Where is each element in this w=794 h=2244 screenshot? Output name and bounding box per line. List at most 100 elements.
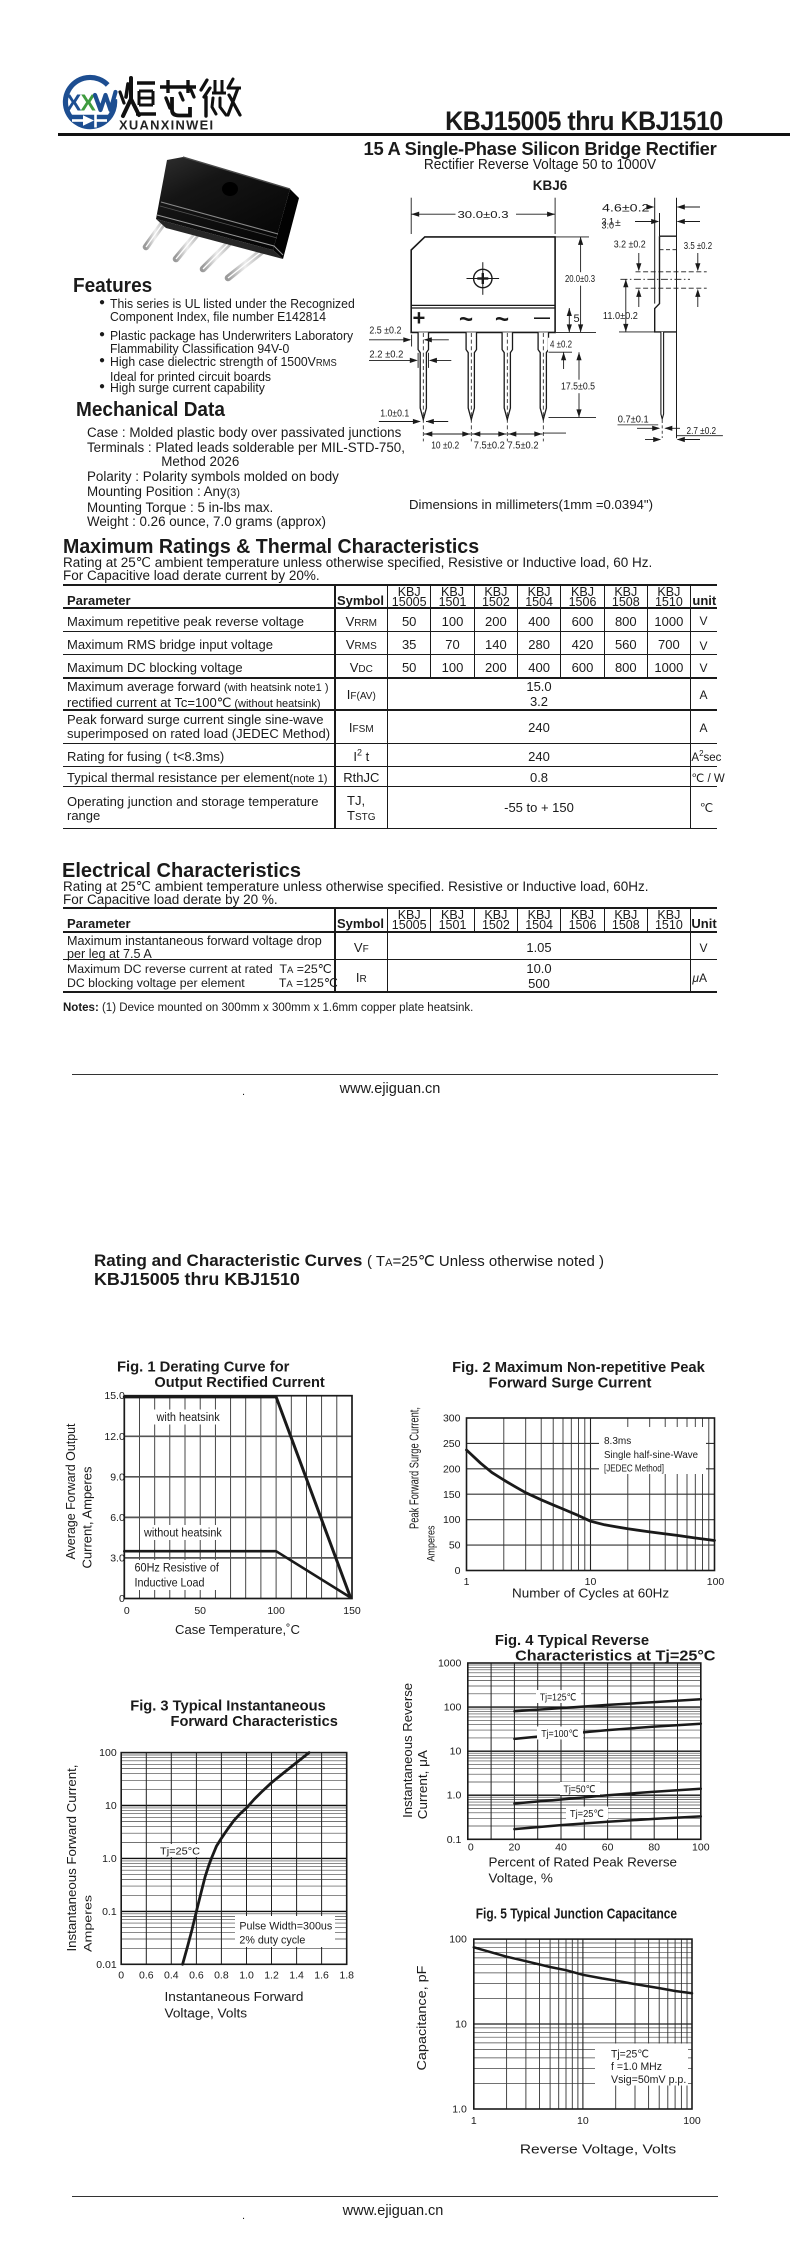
svg-text:7.5±0.2: 7.5±0.2 [474,441,505,452]
svg-text:1.2: 1.2 [264,1969,279,1981]
svg-text:0.1: 0.1 [447,1834,462,1846]
svg-text:3.0: 3.0 [602,221,615,231]
svg-text:0.01: 0.01 [96,1959,117,1971]
svg-text:Voltage, Volts: Voltage, Volts [165,2006,248,2021]
svg-text:10 ±0.2: 10 ±0.2 [431,441,459,452]
svg-text:±: ± [615,217,621,229]
svg-text:150: 150 [443,1489,461,1501]
svg-text:100: 100 [99,1747,117,1759]
svg-text:Tj=125℃: Tj=125℃ [540,1693,576,1704]
svg-text:Tj=25℃: Tj=25℃ [570,1809,604,1820]
svg-text:Tj=100℃: Tj=100℃ [541,1729,578,1740]
svg-text:Current, μA: Current, μA [415,1750,430,1819]
svg-text:10: 10 [577,2115,589,2127]
svg-text:15.0: 15.0 [104,1390,125,1402]
svg-text:100: 100 [449,1934,467,1946]
svg-text:Tj=50℃: Tj=50℃ [564,1785,596,1796]
svg-text:6.0: 6.0 [110,1512,125,1524]
svg-text:without heatsink: without heatsink [143,1528,222,1540]
svg-text:100: 100 [267,1605,285,1617]
svg-text:Forward Characteristics: Forward Characteristics [171,1713,338,1730]
svg-text:Forward Surge Current: Forward Surge Current [489,1375,652,1392]
svg-text:0.8: 0.8 [214,1969,229,1981]
svg-text:Percent of Rated Peak Reverse: Percent of Rated Peak Reverse [489,1855,678,1870]
svg-text:0: 0 [119,1593,125,1605]
svg-text:20.0±0.3: 20.0±0.3 [565,274,595,285]
svg-text:Pulse Width=300us: Pulse Width=300us [239,1921,332,1933]
svg-text:17.5±0.5: 17.5±0.5 [561,382,595,393]
svg-text:4 ±0.2: 4 ±0.2 [550,340,572,351]
svg-text:2.5 ±0.2: 2.5 ±0.2 [369,326,401,337]
svg-text:Vsig=50mV p.p.: Vsig=50mV p.p. [611,2074,686,2086]
svg-text:5: 5 [574,313,580,325]
svg-text:10: 10 [450,1746,462,1758]
svg-text:Fig. 5 Typical Junction Capaci: Fig. 5 Typical Junction Capacitance [476,1906,677,1923]
svg-text:Fig. 3 Typical Instantaneous: Fig. 3 Typical Instantaneous [130,1698,326,1715]
svg-text:10: 10 [585,1576,597,1588]
svg-text:0.7±0.1: 0.7±0.1 [618,415,649,426]
svg-text:150: 150 [343,1605,361,1617]
svg-text:1.0: 1.0 [239,1969,254,1981]
svg-text:0.6: 0.6 [139,1969,154,1981]
svg-text:3.5 ±0.2: 3.5 ±0.2 [684,241,713,252]
svg-text:~: ~ [495,306,509,333]
svg-text:Tj=25℃: Tj=25℃ [611,2049,649,2061]
svg-text:0: 0 [455,1565,461,1577]
svg-text:60Hz Resistive of: 60Hz Resistive of [135,1563,220,1575]
svg-text:1: 1 [464,1576,470,1588]
svg-text:Average Forward Output: Average Forward Output [63,1423,78,1559]
svg-text:80: 80 [648,1841,660,1853]
svg-text:Voltage, %: Voltage, % [489,1871,554,1886]
svg-text:1.4: 1.4 [289,1969,304,1981]
svg-text:Case Temperature,˚C: Case Temperature,˚C [175,1622,300,1637]
svg-text:20: 20 [509,1841,521,1853]
svg-text:Reverse Voltage, Volts: Reverse Voltage, Volts [520,2142,677,2157]
svg-text:9.0: 9.0 [110,1471,125,1483]
svg-text:250: 250 [443,1438,461,1450]
svg-text:2.2 ±0.2: 2.2 ±0.2 [369,350,403,361]
svg-text:~: ~ [459,306,473,333]
svg-text:100: 100 [707,1576,725,1588]
svg-text:1.0: 1.0 [447,1790,462,1802]
svg-text:XUANXINWEI: XUANXINWEI [119,118,214,133]
svg-text:1000: 1000 [438,1658,462,1670]
svg-text:X: X [66,90,82,116]
svg-text:Amperes: Amperes [425,1525,437,1561]
svg-text:Tj=25°C: Tj=25°C [160,1846,200,1858]
svg-text:0: 0 [118,1969,124,1981]
svg-text:Instantaneous Reverse: Instantaneous Reverse [400,1683,415,1818]
svg-text:300: 300 [443,1413,461,1425]
svg-text:with heatsink: with heatsink [156,1412,220,1424]
svg-text:—: — [534,310,550,327]
svg-text:2.7 ±0.2: 2.7 ±0.2 [687,426,717,437]
svg-text:10: 10 [105,1800,117,1812]
svg-text:40: 40 [555,1841,567,1853]
svg-text:100: 100 [444,1702,462,1714]
svg-text:11.0±0.2: 11.0±0.2 [603,311,638,322]
svg-text:10: 10 [455,2019,467,2031]
svg-text:0: 0 [124,1605,130,1617]
svg-text:Inductive Load: Inductive Load [135,1578,205,1590]
svg-text:0.1: 0.1 [102,1906,117,1918]
svg-text:Capacitance, pF: Capacitance, pF [414,1965,429,2070]
svg-text:Characteristics at Tj=25°C: Characteristics at Tj=25°C [515,1648,716,1665]
svg-text:Fig. 4 Typical Reverse: Fig. 4 Typical Reverse [495,1632,649,1649]
svg-text:3.2 ±0.2: 3.2 ±0.2 [614,240,646,251]
svg-text:1.8: 1.8 [339,1969,354,1981]
svg-text:Peak Forward Surge Current,: Peak Forward Surge Current, [407,1407,422,1529]
svg-text:2% duty cycle: 2% duty cycle [239,1935,305,1947]
svg-text:60: 60 [602,1841,614,1853]
svg-text:50: 50 [194,1605,206,1617]
svg-text:Single half-sine-Wave: Single half-sine-Wave [604,1450,698,1461]
svg-text:+: + [413,306,426,331]
svg-text:1.6: 1.6 [314,1969,329,1981]
svg-text:Output Rectified Current: Output Rectified Current [154,1374,324,1391]
svg-text:Instantaneous Forward: Instantaneous Forward [165,1989,304,2004]
svg-text:Fig. 1 Derating Curve for: Fig. 1 Derating Curve for [117,1359,290,1376]
svg-text:0.4: 0.4 [164,1969,179,1981]
svg-text:Fig. 2 Maximum Non-repetitive: Fig. 2 Maximum Non-repetitive Peak [452,1359,705,1376]
svg-text:50: 50 [449,1540,461,1552]
svg-text:4.6±0.2: 4.6±0.2 [602,203,650,215]
svg-text:8.3ms: 8.3ms [604,1436,631,1447]
svg-text:Amperes: Amperes [83,1894,95,1952]
